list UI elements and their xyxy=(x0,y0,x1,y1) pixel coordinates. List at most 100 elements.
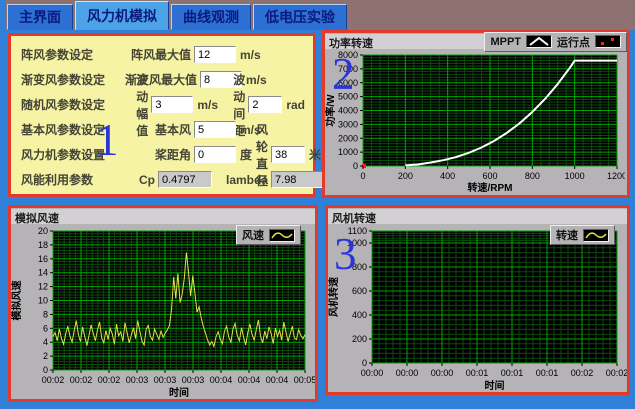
svg-text:1100: 1100 xyxy=(348,226,367,236)
svg-text:风机转速: 风机转速 xyxy=(328,277,340,317)
svg-text:00:03: 00:03 xyxy=(126,375,149,385)
annotation-number-2: 2 xyxy=(332,49,355,99)
turbine-param-row: 风力机参数设置 桨距角 度 风轮直径 米 xyxy=(21,123,321,188)
svg-text:600: 600 xyxy=(352,286,367,296)
tab-low-voltage-test[interactable]: 低电压实验 xyxy=(253,4,347,30)
wind-speed-graph-panel: 模拟风速 风速 00:02 00:02 00:02 00:03 00:03 00:03 00… xyxy=(8,205,318,402)
rotor-graph-legend: 转速 xyxy=(550,225,615,245)
rotor-speed-graph-panel: 风机转速 转速 00:00 00:00 00:00 00:01 00:01 00:01 00… xyxy=(325,205,630,395)
gust-param-row: 阵风参数设定 阵风最大值 m/s xyxy=(21,42,309,67)
svg-text:20: 20 xyxy=(38,226,48,236)
svg-text:4: 4 xyxy=(43,337,48,347)
power-speed-graph-panel: 功率转速 MPPT 运行点 0 200 400 600 800 1000 1200 0 1000… xyxy=(322,30,630,198)
tab-wind-turbine-sim[interactable]: 风力机模拟 xyxy=(75,1,169,30)
gust-max-unit: m/s xyxy=(240,47,261,62)
annotation-number-1: 1 xyxy=(96,115,119,165)
svg-text:时间: 时间 xyxy=(169,386,189,398)
mppt-curve-icon xyxy=(526,35,552,48)
svg-text:3000: 3000 xyxy=(338,119,358,129)
svg-text:400: 400 xyxy=(440,171,455,181)
svg-text:8: 8 xyxy=(43,309,48,319)
svg-text:6: 6 xyxy=(43,323,48,333)
base-wind-param-row: 基本风参数设定 基本风 m/s xyxy=(21,117,309,142)
svg-text:00:04: 00:04 xyxy=(266,375,289,385)
legend-label-rotor-speed: 转速 xyxy=(556,230,578,242)
legend-label-operating-point: 运行点 xyxy=(557,36,590,49)
svg-text:18: 18 xyxy=(38,240,48,250)
svg-text:5000: 5000 xyxy=(338,92,358,102)
rotor-graph-header: 风机转速 xyxy=(328,208,627,225)
cp-indicator xyxy=(158,171,212,188)
svg-text:4000: 4000 xyxy=(338,106,358,116)
rotor-diameter-label: 风轮直径 xyxy=(256,122,269,188)
legend-label-wind-speed: 风速 xyxy=(242,230,264,242)
group-label-base-wind: 基本风参数设定 xyxy=(21,123,106,137)
rotor-diameter-unit: 米 xyxy=(309,148,322,162)
pitch-angle-unit: 度 xyxy=(240,148,253,162)
svg-text:00:05: 00:05 xyxy=(294,375,315,385)
rotor-diameter-input[interactable] xyxy=(271,146,306,163)
tab-main[interactable]: 主界面 xyxy=(7,4,73,30)
gust-max-input[interactable] xyxy=(194,46,236,63)
power-graph-header: 功率转速 MPPT 运行点 xyxy=(325,31,627,52)
svg-text:8000: 8000 xyxy=(338,50,358,60)
fluctuation-amplitude-unit: m/s xyxy=(197,97,218,112)
pitch-angle-label: 桨距角 xyxy=(154,148,191,162)
fluctuation-spacing-unit: rad xyxy=(286,97,305,112)
svg-text:1000: 1000 xyxy=(338,147,358,157)
svg-text:00:01: 00:01 xyxy=(466,368,489,378)
ramp-max-label: 渐变风最大值 xyxy=(125,73,198,87)
random-param-row: 随机风参数设定 波动幅值 m/s 波动间距 rad xyxy=(21,73,309,138)
legend-label-mppt: MPPT xyxy=(490,35,521,48)
lambda-label: lambda xyxy=(226,172,269,187)
fluctuation-spacing-label: 波动间距 xyxy=(233,72,246,138)
ramp-max-unit: m/s xyxy=(246,72,267,87)
tab-curve-observation[interactable]: 曲线观测 xyxy=(171,4,251,30)
power-graph-title: 功率转速 xyxy=(325,34,485,50)
ramp-max-input[interactable] xyxy=(200,71,243,88)
wind-parameter-panel: 阵风参数设定 阵风最大值 m/s 渐变风参数设定 渐变风最大值 m/s 随机风参… xyxy=(8,33,326,197)
cp-label: Cp xyxy=(139,172,155,187)
svg-text:时间: 时间 xyxy=(485,379,505,391)
svg-text:1200: 1200 xyxy=(607,171,625,181)
svg-text:800: 800 xyxy=(525,171,540,181)
svg-text:0: 0 xyxy=(43,365,48,375)
fluctuation-amplitude-label: 波动幅值 xyxy=(136,72,149,138)
base-wind-unit: m/s xyxy=(240,122,261,137)
group-label-ramp: 渐变风参数设定 xyxy=(21,73,106,87)
svg-text:2: 2 xyxy=(43,351,48,361)
wind-graph-legend: 风速 xyxy=(236,225,301,245)
operating-point-icon xyxy=(595,35,621,48)
lambda-indicator xyxy=(271,171,326,188)
svg-text:00:04: 00:04 xyxy=(210,375,233,385)
svg-text:00:00: 00:00 xyxy=(396,368,419,378)
tab-bar: 主界面 风力机模拟 曲线观测 低电压实验 xyxy=(0,0,635,30)
rotor-speed-wave-icon xyxy=(583,228,609,242)
pitch-angle-input[interactable] xyxy=(194,146,236,163)
svg-text:0: 0 xyxy=(353,161,358,171)
rotor-speed-chart: 00:00 00:00 00:00 00:01 00:01 00:01 00:02 00:02… xyxy=(327,226,628,392)
svg-text:00:00: 00:00 xyxy=(361,368,384,378)
base-wind-input[interactable] xyxy=(194,121,236,138)
svg-text:00:04: 00:04 xyxy=(238,375,261,385)
svg-text:0: 0 xyxy=(360,171,365,181)
svg-text:200: 200 xyxy=(398,171,413,181)
svg-text:00:02: 00:02 xyxy=(42,375,65,385)
svg-text:0: 0 xyxy=(362,358,367,368)
wind-energy-param-row: 风能利用参数 Cp lambda xyxy=(21,167,326,192)
svg-text:1000: 1000 xyxy=(347,238,367,248)
svg-text:00:02: 00:02 xyxy=(98,375,121,385)
base-wind-label: 基本风 xyxy=(154,123,191,137)
svg-text:00:01: 00:01 xyxy=(501,368,524,378)
fluctuation-spacing-input[interactable] xyxy=(248,96,283,113)
fluctuation-amplitude-input[interactable] xyxy=(151,96,194,113)
wind-graph-title: 模拟风速 xyxy=(11,209,315,225)
svg-text:800: 800 xyxy=(352,262,367,272)
svg-text:400: 400 xyxy=(352,310,367,320)
rotor-graph-title: 风机转速 xyxy=(328,209,627,225)
svg-text:2000: 2000 xyxy=(338,133,358,143)
svg-text:200: 200 xyxy=(352,334,367,344)
group-label-wind-energy: 风能利用参数 xyxy=(21,173,94,187)
group-label-random: 随机风参数设定 xyxy=(21,98,106,112)
